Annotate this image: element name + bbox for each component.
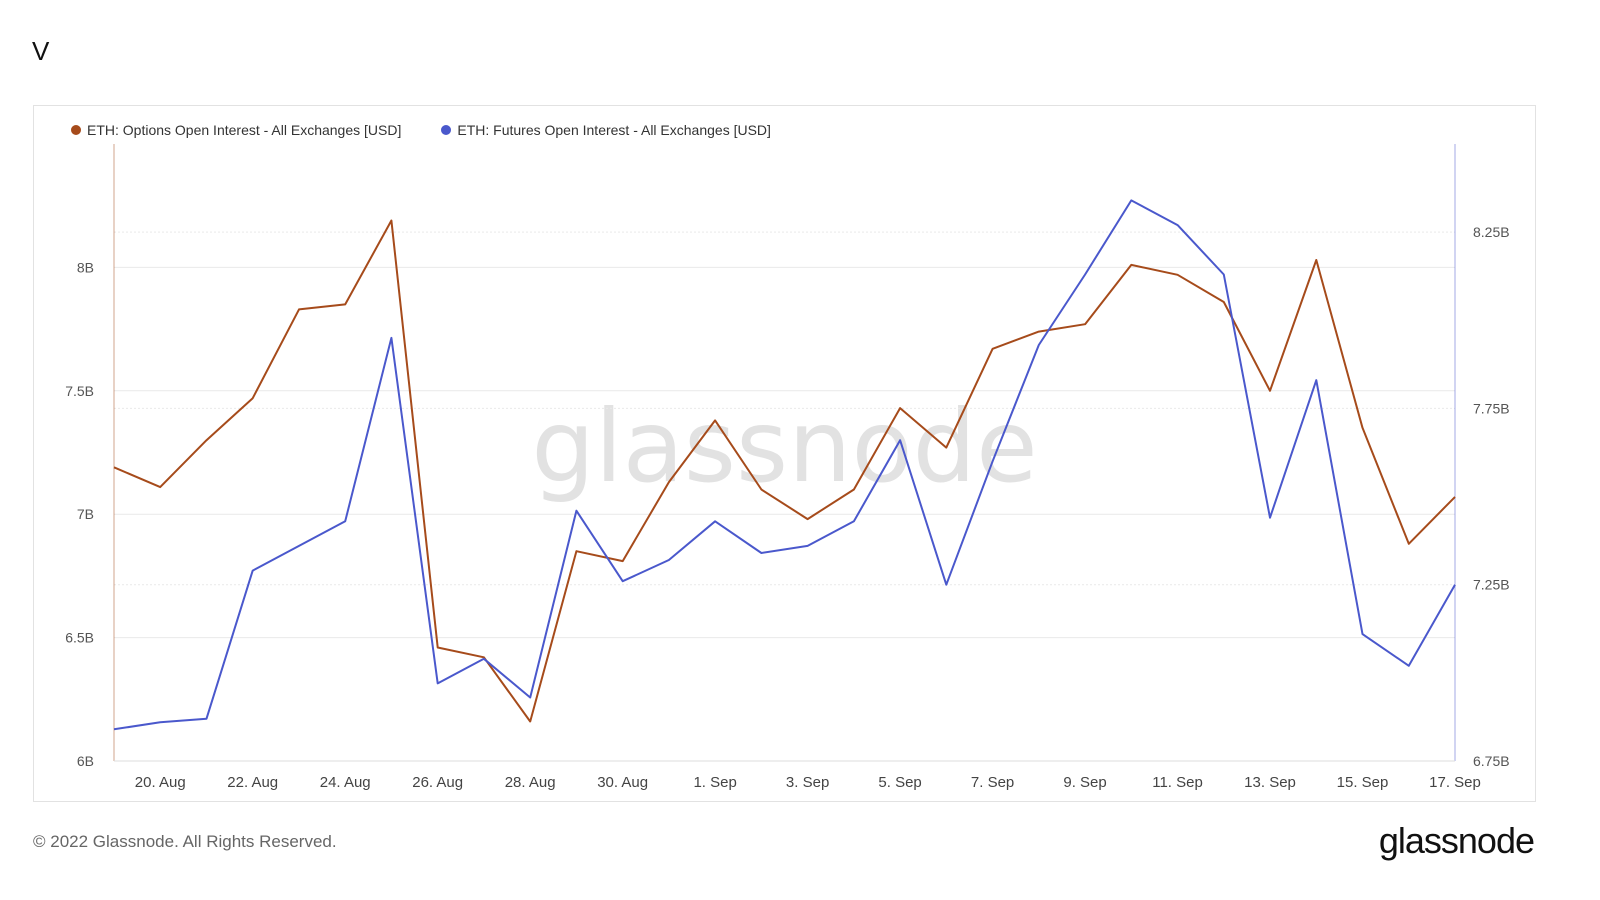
chart-legend: ETH: Options Open Interest - All Exchang…	[71, 122, 771, 138]
x-tick-label: 26. Aug	[412, 774, 463, 791]
y-right-tick-label: 6.75B	[1473, 753, 1510, 769]
x-tick-label: 17. Sep	[1429, 774, 1481, 791]
y-left-tick-label: 7B	[77, 506, 94, 522]
legend-dot-futures	[441, 125, 452, 135]
y-left-tick-label: 6B	[77, 753, 94, 769]
legend-label-futures: ETH: Futures Open Interest - All Exchang…	[457, 122, 771, 138]
footer-logo: glassnode	[1378, 820, 1535, 861]
x-tick-label: 11. Sep	[1152, 774, 1203, 791]
y-left-tick-label: 7.5B	[65, 383, 94, 399]
x-tick-label: 9. Sep	[1063, 774, 1106, 791]
x-tick-label: 28. Aug	[505, 774, 556, 791]
x-tick-label: 13. Sep	[1244, 774, 1296, 791]
x-tick-label: 15. Sep	[1337, 774, 1389, 791]
x-tick-label: 1. Sep	[693, 774, 736, 791]
x-tick-label: 20. Aug	[135, 774, 186, 791]
legend-item-futures[interactable]: ETH: Futures Open Interest - All Exchang…	[441, 122, 771, 138]
legend-label-options: ETH: Options Open Interest - All Exchang…	[87, 122, 402, 138]
y-left-tick-label: 6.5B	[65, 630, 94, 646]
x-tick-label: 24. Aug	[320, 774, 371, 791]
y-right-tick-label: 7.75B	[1473, 400, 1510, 416]
y-left-tick-label: 8B	[77, 259, 94, 275]
x-tick-label: 30. Aug	[597, 774, 648, 791]
series-line-futures	[113, 199, 1456, 731]
x-tick-label: 22. Aug	[227, 774, 278, 791]
x-tick-label: 5. Sep	[878, 774, 921, 791]
legend-dot-options	[71, 125, 81, 135]
y-right-tick-label: 7.25B	[1473, 577, 1510, 593]
legend-item-options[interactable]: ETH: Options Open Interest - All Exchang…	[71, 122, 401, 138]
line-chart: glassnode 6B 6.5B 7B 7.5B 8B 6.75B 7.25B 7.75B 8.…	[65, 144, 1510, 791]
page-title: V	[32, 36, 50, 66]
chart-panel: ETH: Options Open Interest - All Exchang…	[33, 105, 1536, 802]
y-right-tick-label: 8.25B	[1473, 224, 1510, 240]
x-tick-label: 7. Sep	[971, 774, 1014, 791]
x-tick-label: 3. Sep	[786, 774, 829, 791]
watermark-text: glassnode	[531, 388, 1037, 505]
footer-copyright: © 2022 Glassnode. All Rights Reserved.	[33, 832, 337, 851]
